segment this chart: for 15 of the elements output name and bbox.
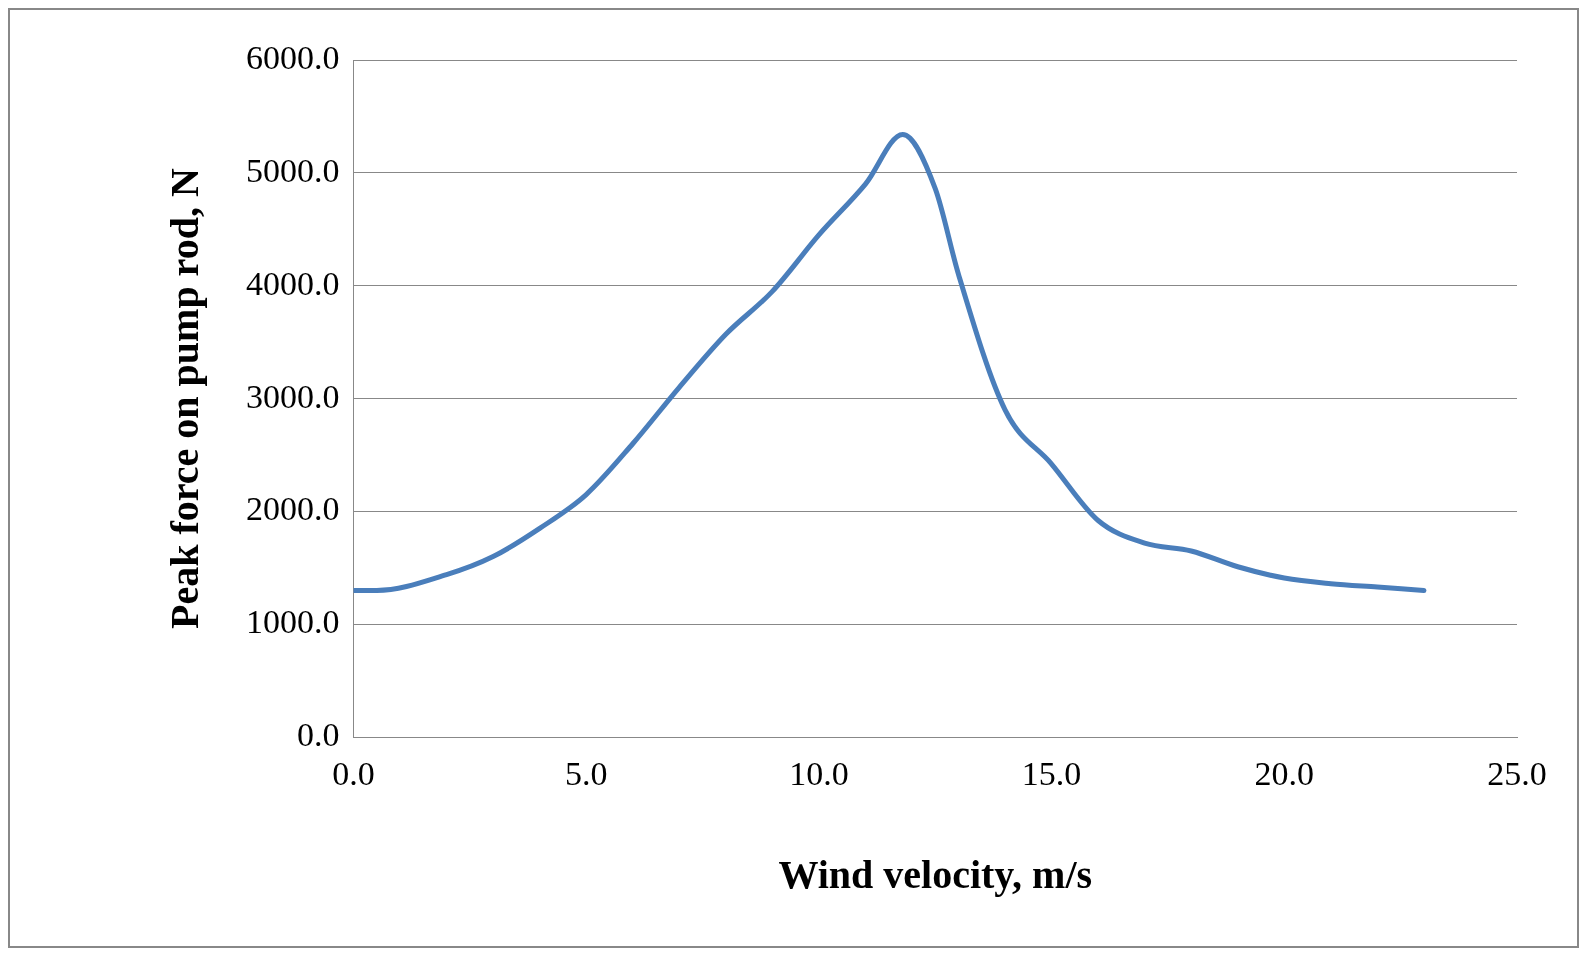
y-axis-title: Peak force on pump rod, N [162, 168, 208, 629]
x-tick-label: 25.0 [1487, 754, 1547, 792]
x-axis-title: Wind velocity, m/s [778, 852, 1093, 898]
y-tick-label: 6000.0 [246, 38, 340, 76]
y-tick-label: 2000.0 [246, 490, 340, 528]
x-tick-label: 10.0 [789, 754, 849, 792]
x-tick-label: 0.0 [332, 754, 375, 792]
y-tick-label: 3000.0 [246, 377, 340, 415]
y-tick-label: 5000.0 [246, 151, 340, 189]
y-tick-label: 0.0 [297, 716, 340, 754]
y-tick-label: 1000.0 [246, 603, 340, 641]
y-tick-label: 4000.0 [246, 264, 340, 302]
x-tick-label: 5.0 [564, 754, 608, 792]
x-tick-label: 15.0 [1021, 754, 1082, 792]
x-tick-label: 20.0 [1254, 754, 1315, 792]
